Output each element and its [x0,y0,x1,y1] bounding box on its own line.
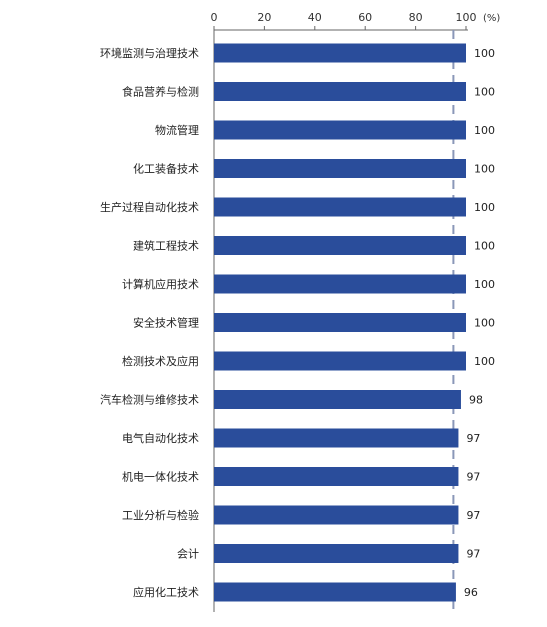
value-label: 97 [466,509,480,522]
value-label: 100 [474,201,495,214]
category-label: 应用化工技术 [133,585,199,599]
bar [214,120,466,140]
value-label: 100 [474,47,495,60]
value-label: 97 [466,548,480,561]
bar [214,505,459,525]
category-label: 环境监测与治理技术 [100,46,199,60]
category-label: 化工装备技术 [133,162,199,176]
category-label: 安全技术管理 [133,316,199,330]
value-label: 100 [474,317,495,330]
bar [214,544,459,563]
bar [214,582,456,602]
value-label: 98 [469,394,483,407]
bar [214,428,459,448]
bar [214,467,459,486]
bar [214,159,466,178]
x-tick-label: 60 [358,11,372,24]
category-label: 工业分析与检验 [122,508,199,522]
category-label: 机电一体化技术 [122,470,199,484]
category-label: 计算机应用技术 [122,277,199,291]
category-label: 电气自动化技术 [122,431,199,445]
value-label: 97 [466,432,480,445]
bar [214,313,466,332]
value-label: 96 [464,586,478,599]
value-label: 100 [474,124,495,137]
category-label: 检测技术及应用 [122,354,199,368]
bar [214,43,466,63]
x-axis-unit: (%) [483,13,500,24]
bar [214,274,466,294]
value-label: 97 [466,471,480,484]
bar [214,236,466,255]
x-tick-label: 40 [308,11,322,24]
bar [214,390,461,409]
bar [214,197,466,217]
category-label: 会计 [177,548,199,561]
value-label: 100 [474,163,495,176]
bar [214,82,466,101]
value-label: 100 [474,86,495,99]
category-label: 汽车检测与维修技术 [100,393,199,407]
category-labels: 环境监测与治理技术食品营养与检测物流管理化工装备技术生产过程自动化技术建筑工程技… [100,46,199,599]
category-label: 生产过程自动化技术 [100,200,199,214]
x-tick-label: 80 [409,11,423,24]
category-label: 食品营养与检测 [122,85,199,99]
bar [214,351,466,371]
bars-layer [214,43,466,602]
category-label: 物流管理 [155,123,199,137]
x-tick-label: 100 [456,11,477,24]
category-label: 建筑工程技术 [133,239,199,253]
value-labels: 100 100 100 100 100 100 100 100 100 98 97 97 97 97 96 [464,47,495,599]
value-label: 100 [474,240,495,253]
x-tick-label: 0 [211,11,218,24]
value-label: 100 [474,355,495,368]
x-tick-label: 20 [257,11,271,24]
value-label: 100 [474,278,495,291]
